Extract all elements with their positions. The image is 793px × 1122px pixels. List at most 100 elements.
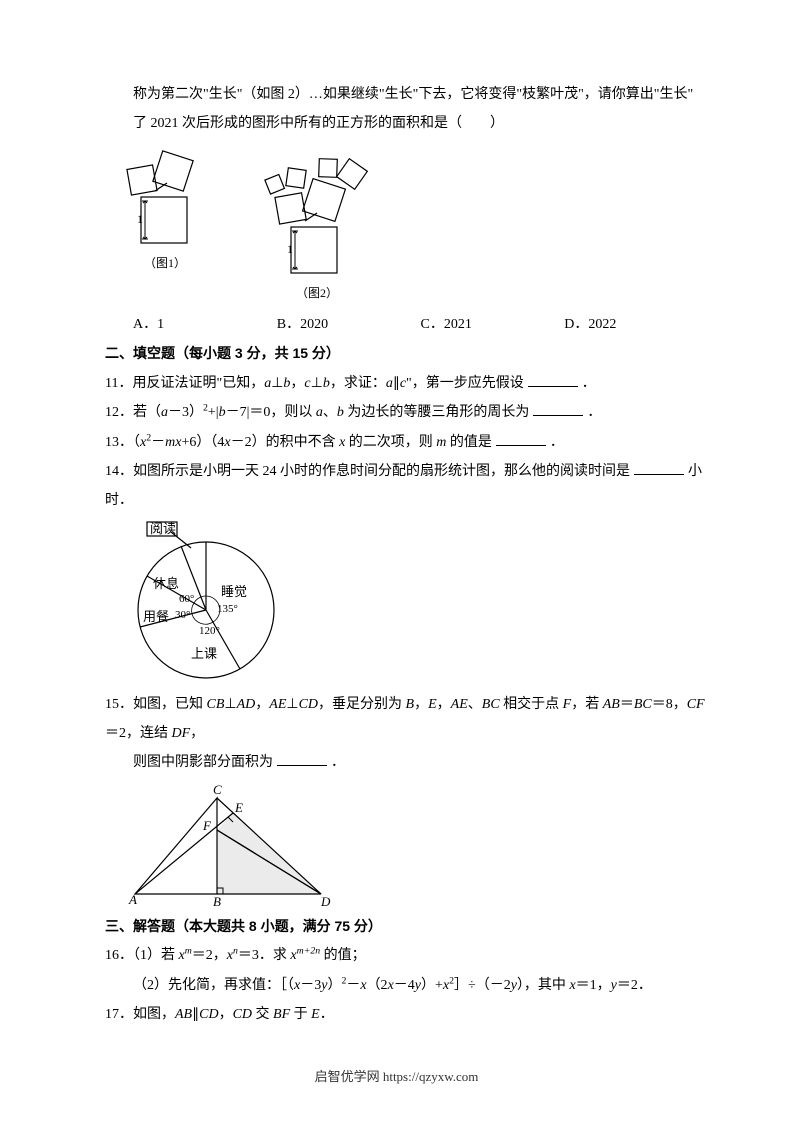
q15-e: E — [428, 697, 437, 712]
q15-ae: AE — [269, 697, 286, 712]
q17-prefix: 17．如图， — [105, 1007, 175, 1022]
q17-mid: 交 — [252, 1007, 273, 1022]
section-2-header: 二、填空题（每小题 3 分，共 15 分） — [105, 339, 708, 368]
tri-label-e: E — [234, 800, 243, 815]
pie-angle-135: 135° — [217, 603, 238, 615]
q16-br: ］÷（－2 — [454, 978, 511, 993]
q12-sep: 、 — [323, 405, 337, 420]
q15-l2: 则图中阴影部分面积为 — [133, 755, 273, 770]
q15-f: F — [563, 697, 572, 712]
q12-b2: b — [337, 405, 344, 420]
q16-m4y: －4 — [394, 978, 415, 993]
triangle-figure: A B C D E F — [105, 780, 708, 910]
tri-label-c: C — [213, 782, 222, 797]
q14-blank — [634, 461, 684, 475]
choices-q10: A．1 B．2020 C．2021 D．2022 — [105, 310, 708, 339]
choice-b: B．2020 — [277, 310, 421, 339]
figure-2-one-label: 1 — [287, 242, 293, 256]
q15-s1: ， — [255, 697, 269, 712]
q17-sep: ， — [219, 1007, 233, 1022]
q13-blank — [496, 432, 546, 446]
q16-p3: ）+ — [421, 978, 443, 993]
q15-bc: BC — [482, 697, 500, 712]
q17-period: ． — [320, 1007, 334, 1022]
q15-e2: ＝8， — [652, 697, 687, 712]
q15-e1: ＝ — [620, 697, 634, 712]
q15-ab: AB — [603, 697, 620, 712]
q15-cb: CB — [207, 697, 225, 712]
q15-cd: CD — [299, 697, 318, 712]
q13-suf2: 的值是 — [446, 435, 492, 450]
q15-prefix: 15．如图，已知 — [105, 697, 207, 712]
q13-prefix: 13．（ — [105, 435, 140, 450]
q11-b2: b — [323, 376, 330, 391]
q12-d1: －3） — [168, 405, 203, 420]
choice-d: D．2022 — [564, 310, 708, 339]
q16-min: － — [346, 978, 360, 993]
q15-p1: ⊥ — [224, 697, 236, 712]
q11-mid: ，求证： — [330, 376, 386, 391]
q16-prefix: 16．（1）若 — [105, 948, 179, 963]
choice-c: C．2021 — [421, 310, 565, 339]
figure-1: 1 （图1） — [117, 141, 213, 306]
q15-bc2: BC — [634, 697, 652, 712]
q16-suf: 的值； — [320, 948, 366, 963]
q15-e3: ＝2，连结 — [105, 726, 172, 741]
q16-l2p: （2）先化简，再求值：［（ — [133, 978, 294, 993]
figure-2-caption: （图2） — [237, 281, 397, 306]
q15-cf: CF — [687, 697, 705, 712]
q13-p6: +6）（4 — [181, 435, 224, 450]
q11-sep1: ， — [290, 376, 304, 391]
q11-par: ∥ — [393, 376, 400, 391]
figure-2: 1 （图2） — [237, 141, 397, 306]
pie-label-rest: 休息 — [153, 576, 179, 591]
question-13: 13．（x2－mx+6）（4x－2）的积中不含 x 的二次项，则 m 的值是． — [105, 428, 708, 457]
q16-m3y: －3 — [300, 978, 321, 993]
q17-e: E — [311, 1007, 320, 1022]
q16-e2: ＝3．求 — [238, 948, 291, 963]
q12-a: a — [161, 405, 168, 420]
q15-m3: ，若 — [571, 697, 603, 712]
pie-label-eat: 用餐 — [143, 609, 169, 624]
tri-label-a: A — [128, 892, 137, 907]
pie-label-read: 阅读 — [150, 521, 176, 536]
q17-ab: AB — [175, 1007, 192, 1022]
question-16-line1: 16．（1）若 xm＝2，xn＝3．求 xm+2n 的值； — [105, 941, 708, 970]
question-16-line2: （2）先化简，再求值：［（x－3y）2－x（2x－4y）+x2］÷（－2y），其… — [105, 971, 708, 1000]
pie-angle-120: 120° — [199, 625, 220, 637]
q11-blank — [528, 373, 578, 387]
q12-a2: a — [316, 405, 323, 420]
q11-period: ． — [582, 376, 596, 391]
question-15: 15．如图，已知 CB⊥AD，AE⊥CD，垂足分别为 B，E，AE、BC 相交于… — [105, 690, 708, 749]
q15-blank — [277, 752, 327, 766]
pie-angle-60: 60° — [179, 593, 194, 605]
q12-prefix: 12．若（ — [105, 405, 161, 420]
question-14: 14．如图所示是小明一天 24 小时的作息时间分配的扇形统计图，那么他的阅读时间… — [105, 457, 708, 516]
question-12: 12．若（a－3）2+|b－7|＝0，则以 a、b 为边长的等腰三角形的周长为． — [105, 398, 708, 427]
q17-bf: BF — [273, 1007, 290, 1022]
q15-m1: ，垂足分别为 — [318, 697, 406, 712]
q16-ex: ＝1， — [576, 978, 611, 993]
tri-label-f: F — [202, 818, 212, 833]
q15-p2: ⊥ — [286, 697, 298, 712]
q16-sm: m — [185, 946, 192, 957]
pie-label-sleep: 睡觉 — [221, 584, 247, 599]
choice-a: A．1 — [133, 310, 277, 339]
q16-p2: （2 — [367, 978, 388, 993]
q11-a2: a — [386, 376, 393, 391]
question-15-line2: 则图中阴影部分面积为 ． — [105, 748, 708, 777]
q12-suffix: 为边长的等腰三角形的周长为 — [344, 405, 530, 420]
q15-s3: ， — [437, 697, 451, 712]
q12-period: ． — [587, 405, 601, 420]
pie-angle-30: 30° — [175, 609, 190, 621]
q16-sm2n: m+2n — [297, 946, 320, 957]
q15-df: DF — [172, 726, 191, 741]
q15-s2: ， — [414, 697, 428, 712]
tri-label-b: B — [213, 894, 221, 909]
q15-period: ． — [331, 755, 345, 770]
tri-label-d: D — [320, 894, 331, 909]
q12-plus: +| — [208, 405, 219, 420]
q17-cd2: CD — [233, 1007, 252, 1022]
q11-prefix: 11．用反证法证明"已知， — [105, 376, 264, 391]
q16-e1: ＝2， — [192, 948, 227, 963]
